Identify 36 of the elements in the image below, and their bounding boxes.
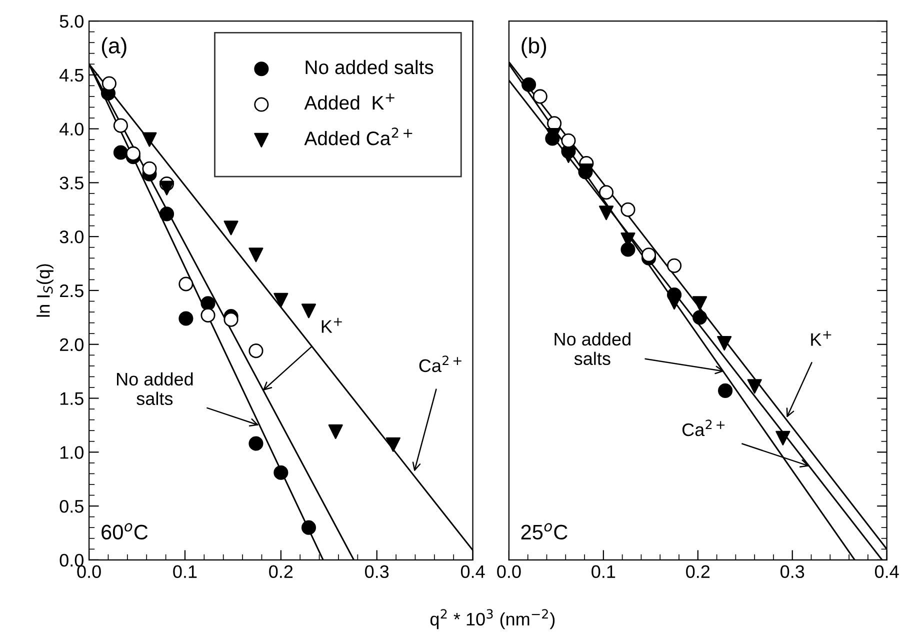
- x-axis-title: q$^{2}$ * 10$^{3}$ (nm$^{−2}$): [430, 609, 555, 630]
- annotation: No added salts: [554, 332, 630, 366]
- y-tick-label: 4.0: [60, 122, 84, 136]
- annotation: 25$^{o}$C: [521, 523, 568, 540]
- x-tick-label: 0.0: [497, 565, 521, 578]
- y-tick-label: 0.0: [60, 554, 84, 567]
- y-tick-label: 3.0: [60, 230, 84, 244]
- x-tick-label: 0.1: [173, 565, 197, 578]
- annotation: (a): [102, 37, 126, 58]
- annotation: K$^{+}$: [322, 318, 342, 333]
- annotation: K$^{+}$: [811, 330, 832, 346]
- x-tick-label: 0.3: [780, 565, 804, 578]
- y-tick-label: 0.5: [60, 500, 84, 513]
- y-tick-label: 2.5: [60, 284, 84, 298]
- annotation: (b): [522, 37, 546, 58]
- x-tick-label: 0.0: [77, 565, 101, 578]
- x-tick-label: 0.1: [592, 565, 616, 578]
- y-tick-label: 1.0: [60, 446, 84, 459]
- y-tick-label: 1.5: [60, 392, 84, 405]
- x-tick-label: 0.2: [686, 565, 710, 578]
- annotation: No added salts: [117, 372, 193, 406]
- y-tick-label: 2.0: [60, 338, 84, 352]
- legend-label: Added K$^{+}$: [304, 93, 394, 110]
- x-tick-label: 0.4: [460, 565, 485, 578]
- y-tick-label: 4.5: [60, 69, 84, 82]
- y-tick-label: 5.0: [60, 14, 84, 28]
- y-axis-title: ln I$_{S}$(q): [36, 264, 54, 317]
- x-tick-label: 0.3: [365, 565, 389, 578]
- annotation: Ca$^{2+}$: [682, 420, 725, 436]
- x-tick-label: 0.4: [874, 565, 899, 578]
- annotation: Ca$^{2+}$: [419, 356, 462, 372]
- x-tick-label: 0.2: [269, 565, 293, 578]
- legend-label: Added Ca$^{2+}$: [304, 128, 412, 146]
- y-tick-label: 3.5: [60, 176, 84, 190]
- annotation: 60$^{o}$C: [102, 523, 148, 540]
- legend-label: No added salts: [306, 60, 434, 74]
